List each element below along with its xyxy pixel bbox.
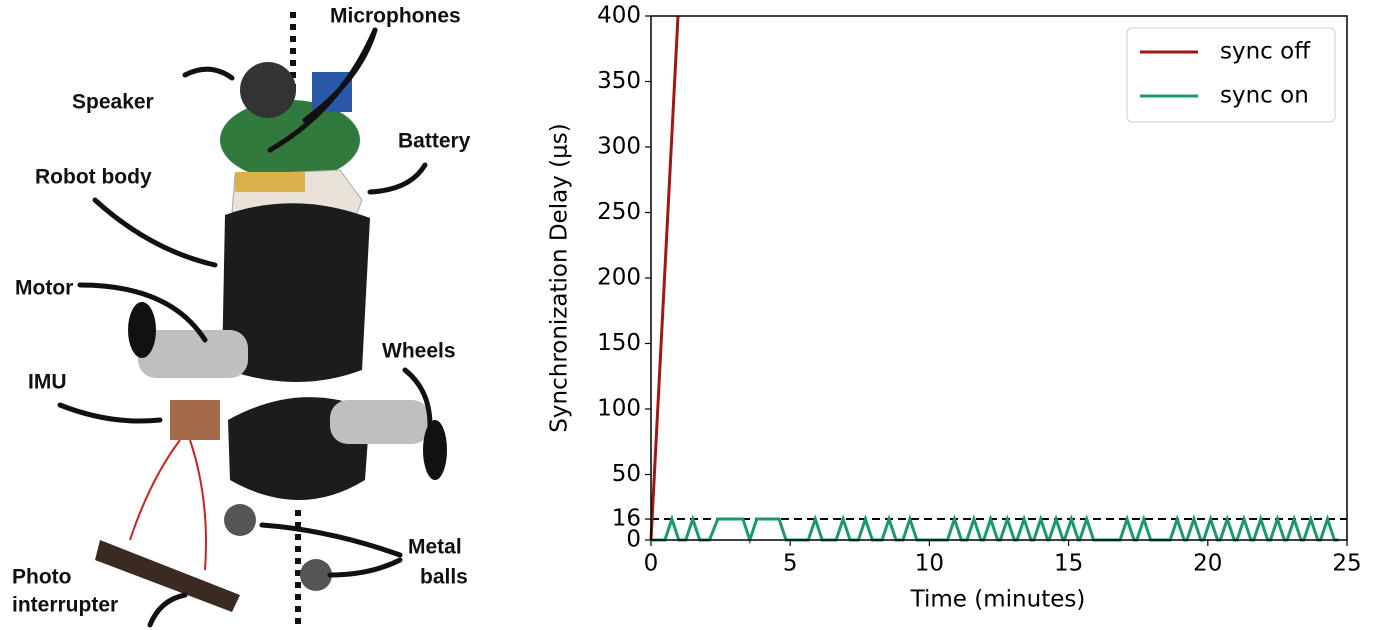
x-axis-label: Time (minutes)	[910, 587, 1086, 613]
photo-label: Wheels	[382, 340, 456, 363]
y-tick-label: 350	[597, 68, 641, 94]
y-tick-label: 50	[612, 461, 641, 487]
y-tick-label: 16	[612, 506, 641, 532]
photo-label: Robot body	[35, 166, 152, 189]
robot-photo	[57, 12, 447, 628]
y-tick-label: 150	[597, 330, 641, 356]
legend-label: sync on	[1220, 83, 1309, 109]
x-tick-label: 0	[644, 551, 659, 577]
photo-label: balls	[420, 566, 468, 589]
photo-label: Motor	[15, 277, 73, 300]
y-tick-label: 200	[597, 265, 641, 291]
y-tick-label: 0	[626, 527, 641, 553]
photo-label: Metal	[408, 536, 462, 559]
photo-label: interrupter	[12, 594, 118, 617]
y-tick-label: 300	[597, 134, 641, 160]
plot-frame	[650, 15, 1348, 541]
photo-label: Microphones	[330, 5, 461, 28]
y-tick-label: 250	[597, 199, 641, 225]
x-tick-label: 20	[1193, 551, 1222, 577]
y-tick-label: 100	[597, 396, 641, 422]
photo-label: IMU	[28, 371, 67, 394]
series-line	[651, 514, 1339, 545]
x-tick-label: 25	[1332, 551, 1361, 577]
y-tick-label: 400	[597, 3, 641, 29]
photo-label: Photo	[12, 566, 71, 589]
x-tick-label: 5	[783, 551, 798, 577]
photo-label: Speaker	[72, 91, 154, 114]
series-line	[649, 15, 680, 541]
photo-label: Battery	[398, 130, 471, 153]
y-axis-label: Synchronization Delay (μs)	[547, 123, 573, 432]
x-tick-label: 10	[915, 551, 944, 577]
x-tick-label: 15	[1054, 551, 1083, 577]
legend-label: sync off	[1220, 39, 1311, 65]
